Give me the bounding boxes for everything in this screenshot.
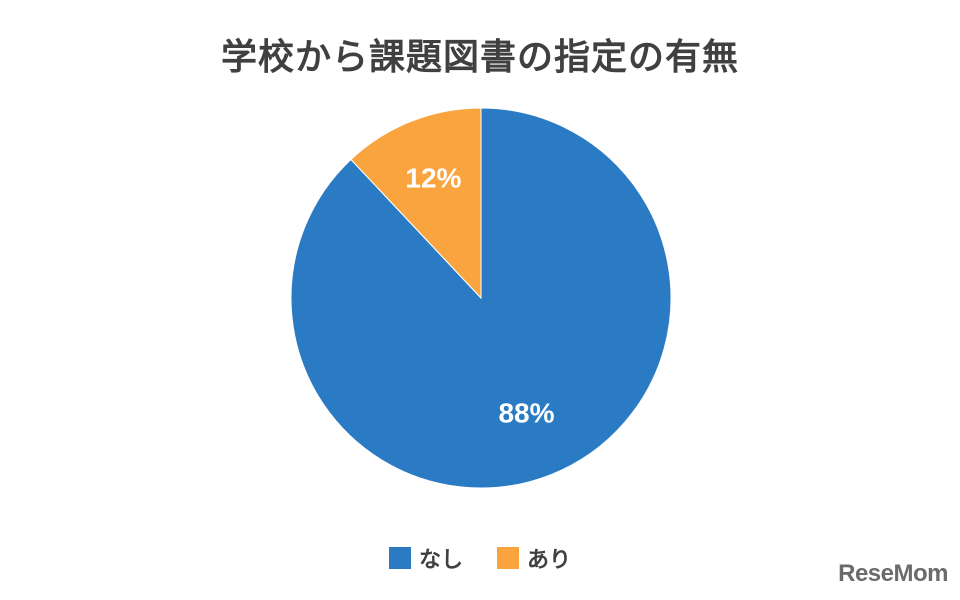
pie-slice-ari	[350, 107, 482, 300]
legend-item-nashi: なし	[388, 542, 463, 574]
data-label-ari: 12%	[405, 162, 461, 193]
resemom-logo: ReseMom	[838, 560, 948, 587]
legend: なし あり	[0, 542, 960, 574]
legend-label-nashi: なし	[418, 548, 463, 573]
legend-swatch-ari	[497, 547, 519, 569]
data-label-nashi: 88%	[498, 397, 554, 428]
legend-label-ari: あり	[527, 548, 572, 573]
chart-title: 学校から課題図書の指定の有無	[220, 37, 739, 78]
legend-swatch-nashi	[388, 547, 411, 569]
legend-item-ari: あり	[497, 542, 571, 574]
